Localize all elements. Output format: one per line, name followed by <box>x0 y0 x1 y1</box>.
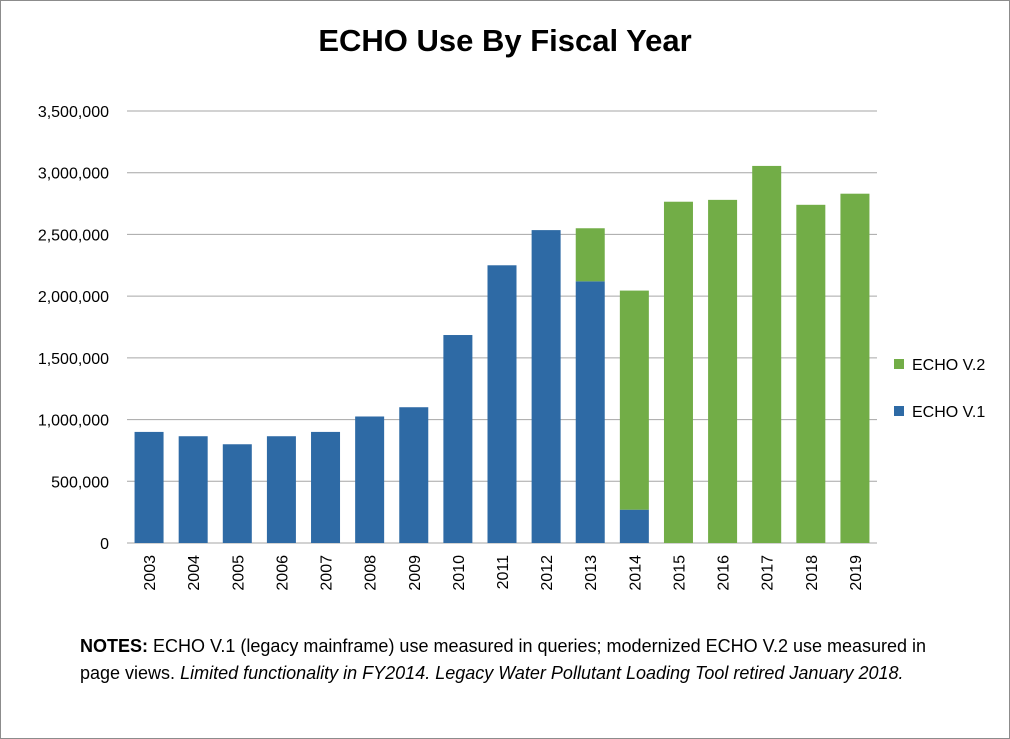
bar-v2-2018 <box>796 204 826 543</box>
y-tick-label: 0 <box>100 536 109 553</box>
bar-v1-2012 <box>531 230 561 543</box>
y-tick-label: 1,000,000 <box>38 413 109 430</box>
bar-v1-2007 <box>311 431 341 543</box>
legend-swatch <box>894 359 904 369</box>
bar-v2-2016 <box>708 199 738 543</box>
chart-notes: NOTES: ECHO V.1 (legacy mainframe) use m… <box>80 633 940 687</box>
x-tick-label: 2005 <box>230 555 247 591</box>
chart-title: ECHO Use By Fiscal Year <box>318 23 692 58</box>
bar-v1-2003 <box>134 431 164 543</box>
x-tick-label: 2014 <box>627 555 644 591</box>
bar-v1-2005 <box>222 444 252 543</box>
x-tick-label: 2011 <box>495 555 512 590</box>
bar-v2-2015 <box>663 201 693 543</box>
y-tick-label: 3,000,000 <box>38 166 109 183</box>
x-tick-label: 2018 <box>804 555 821 591</box>
bar-v2-2017 <box>752 165 782 543</box>
x-tick-label: 2003 <box>142 555 159 591</box>
y-tick-label: 2,500,000 <box>38 227 109 244</box>
y-tick-label: 3,500,000 <box>38 104 109 121</box>
legend-label: ECHO V.2 <box>912 357 985 374</box>
x-tick-label: 2006 <box>274 555 291 591</box>
legend-swatch <box>894 406 904 416</box>
bar-v2-2014 <box>619 290 649 510</box>
bar-v1-2004 <box>178 436 208 543</box>
notes-label: NOTES: <box>80 636 149 656</box>
notes-text: ECHO V.1 (legacy mainframe) use measured… <box>80 636 927 683</box>
y-tick-label: 1,500,000 <box>38 351 109 368</box>
x-tick-label: 2009 <box>407 555 424 591</box>
bar-v1-2014 <box>619 509 649 543</box>
bar-v1-2009 <box>399 407 429 543</box>
bar-v1-2008 <box>355 416 385 543</box>
x-tick-label: 2019 <box>848 555 865 591</box>
y-tick-label: 500,000 <box>51 474 109 491</box>
x-tick-label: 2008 <box>363 555 380 591</box>
x-tick-label: 2010 <box>451 555 468 591</box>
bar-v2-2019 <box>840 193 870 543</box>
x-tick-label: 2015 <box>671 555 688 591</box>
bar-v1-2010 <box>443 335 473 543</box>
bar-v1-2006 <box>266 436 296 543</box>
x-tick-label: 2007 <box>319 555 336 591</box>
x-tick-label: 2004 <box>186 555 203 591</box>
notes-italic-text: Limited functionality in FY2014. Legacy … <box>180 663 904 683</box>
x-tick-label: 2016 <box>716 555 733 591</box>
bar-v2-2013 <box>575 228 605 282</box>
x-tick-label: 2017 <box>760 555 777 591</box>
y-tick-label: 2,000,000 <box>38 289 109 306</box>
x-tick-label: 2013 <box>583 555 600 591</box>
legend-label: ECHO V.1 <box>912 404 985 421</box>
bar-v1-2013 <box>575 281 605 543</box>
x-tick-label: 2012 <box>539 555 556 591</box>
bar-v1-2011 <box>487 265 517 543</box>
